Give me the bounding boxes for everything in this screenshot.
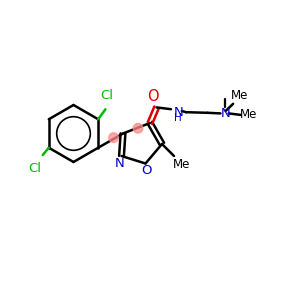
Text: N: N xyxy=(115,157,125,170)
Text: O: O xyxy=(147,89,159,104)
Circle shape xyxy=(109,133,118,142)
Text: Me: Me xyxy=(240,108,258,122)
Text: Cl: Cl xyxy=(28,162,41,175)
Text: Cl: Cl xyxy=(100,89,113,102)
Circle shape xyxy=(133,124,143,133)
Text: Me: Me xyxy=(231,89,248,102)
Text: Me: Me xyxy=(173,158,190,171)
Text: N: N xyxy=(221,107,230,120)
Text: H: H xyxy=(174,113,182,123)
Text: N: N xyxy=(173,106,183,119)
Text: O: O xyxy=(142,164,152,177)
